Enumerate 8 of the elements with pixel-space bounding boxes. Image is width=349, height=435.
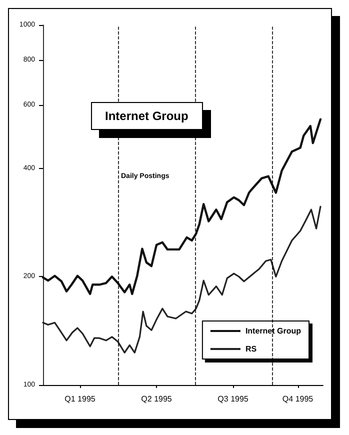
x-tick-label: Q3 1995 — [218, 394, 249, 404]
x-tick-label: Q2 1995 — [141, 394, 172, 404]
legend-label: RS — [245, 344, 258, 354]
text: Internet Group — [105, 109, 188, 123]
x-tick-label: Q4 1995 — [282, 394, 314, 404]
line-series — [42, 206, 322, 354]
x-tick-label: Q1 1995 — [64, 394, 96, 404]
legend-label: Internet Group — [245, 326, 302, 336]
